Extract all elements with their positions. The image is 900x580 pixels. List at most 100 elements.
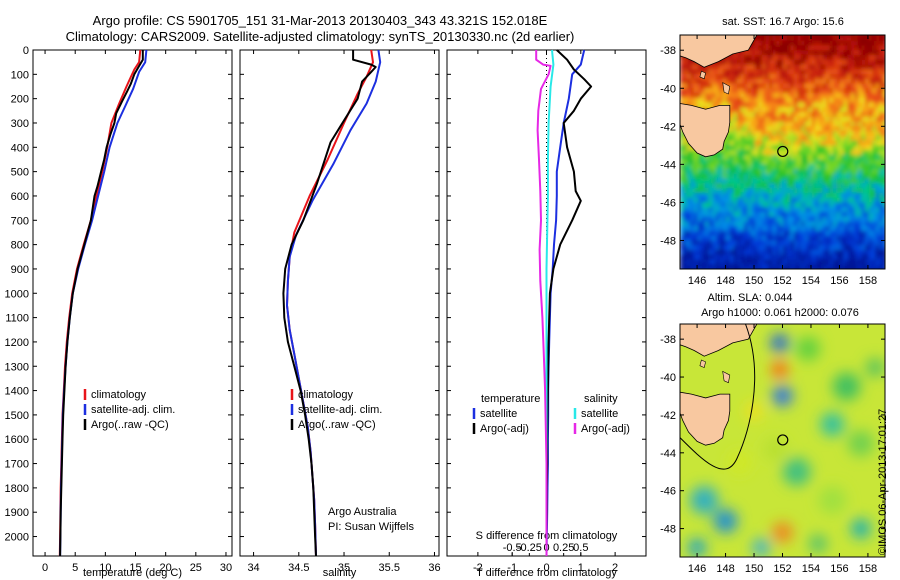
sst-cell [701,173,706,180]
sst-cell [879,88,884,94]
sst-cell [733,269,737,274]
sst-cell [737,269,741,274]
sst-cell [779,230,785,237]
sst-cell [865,183,870,189]
sst-cell [758,45,763,51]
sst-cell [854,183,859,189]
mainland [680,35,758,68]
sst-cell [818,211,824,218]
sst-cell [683,254,688,261]
sst-cell [697,183,703,189]
sst-cell [694,221,699,227]
sst-cell [793,235,799,242]
sst-cell [790,121,795,127]
sst-cell [875,221,881,227]
sst-cell [815,59,820,66]
sst-cell [850,150,856,156]
sst-cell [779,83,785,89]
sst-cell [808,221,813,227]
sst-cell [861,69,866,75]
sst-cell [687,97,692,104]
sst-cell [758,164,763,170]
sst-cell [829,159,834,165]
sst-cell [751,221,756,227]
y-tick-label: 500 [11,167,29,179]
sst-cell [754,178,760,184]
sst-cell [783,249,788,256]
sst-cell [680,97,685,104]
sst-cell [804,97,809,104]
sst-cell [740,64,745,70]
sst-cell [861,74,866,80]
sst-cell [726,159,731,165]
sst-cell [829,254,834,261]
sst-cell [733,259,738,265]
sst-cell [875,211,881,218]
sst-cell [751,88,756,94]
sst-cell [704,164,710,170]
sst-cell [829,183,834,189]
sst-cell [811,97,817,104]
sst-cell [818,202,824,208]
sst-cell [708,173,713,180]
sst-cell [776,221,781,227]
sst-cell [768,249,774,256]
sst-cell [847,192,852,199]
sst-cell [857,249,863,256]
sst-cell [868,116,874,123]
sst-cell [776,126,781,132]
sst-cell [818,83,824,89]
sst-cell [768,173,774,180]
sst-cell [704,245,710,251]
sst-cell [754,126,760,132]
sst-cell [786,173,792,180]
sst-cell [761,45,767,51]
sst-cell [704,83,710,89]
sst-cell [694,264,699,269]
sst-cell [697,245,703,251]
sst-cell [747,131,753,137]
sst-cell [722,254,728,261]
sst-cell [768,83,774,89]
sst-cell [751,202,756,208]
sst-cell [736,178,742,184]
sst-cell [772,145,777,151]
sst-cell [847,178,852,184]
sst-cell [733,178,738,184]
sst-cell [865,188,870,194]
sst-cell [758,88,763,94]
sst-cell [854,102,859,108]
sst-cell [754,264,760,269]
sst-cell [861,121,866,127]
sst-cell [851,274,855,279]
sst-cell [868,235,874,242]
sst-cell [847,140,852,146]
sst-cell [804,50,809,56]
sst-cell [697,249,703,256]
sst-cell [747,240,753,246]
sst-cell [861,97,866,104]
sst-cell [836,126,841,132]
sst-cell [708,78,713,85]
sst-cell [687,216,692,222]
sst-cell [822,154,827,161]
sst-cell [836,264,841,269]
sst-cell [822,121,827,127]
sst-cell [872,50,877,56]
sst-cell [754,150,760,156]
s-tick-label: -0.25 [517,542,542,554]
sst-cell [801,93,806,99]
sst-cell [726,173,731,180]
sst-cell [729,245,735,251]
sst-cell [704,154,710,161]
sst-cell [740,226,745,232]
sst-cell [772,97,777,104]
sst-cell [772,245,777,251]
sst-cell [740,107,745,113]
panel-difference: -2 -1 0 1 2-0.5-0.25 0 0.250.5S difference fro… [446,49,647,579]
sst-cell [708,97,713,104]
sst-cell [825,35,831,42]
sst-cell [857,50,863,56]
sst-cell [772,207,777,213]
sst-cell [847,183,852,189]
